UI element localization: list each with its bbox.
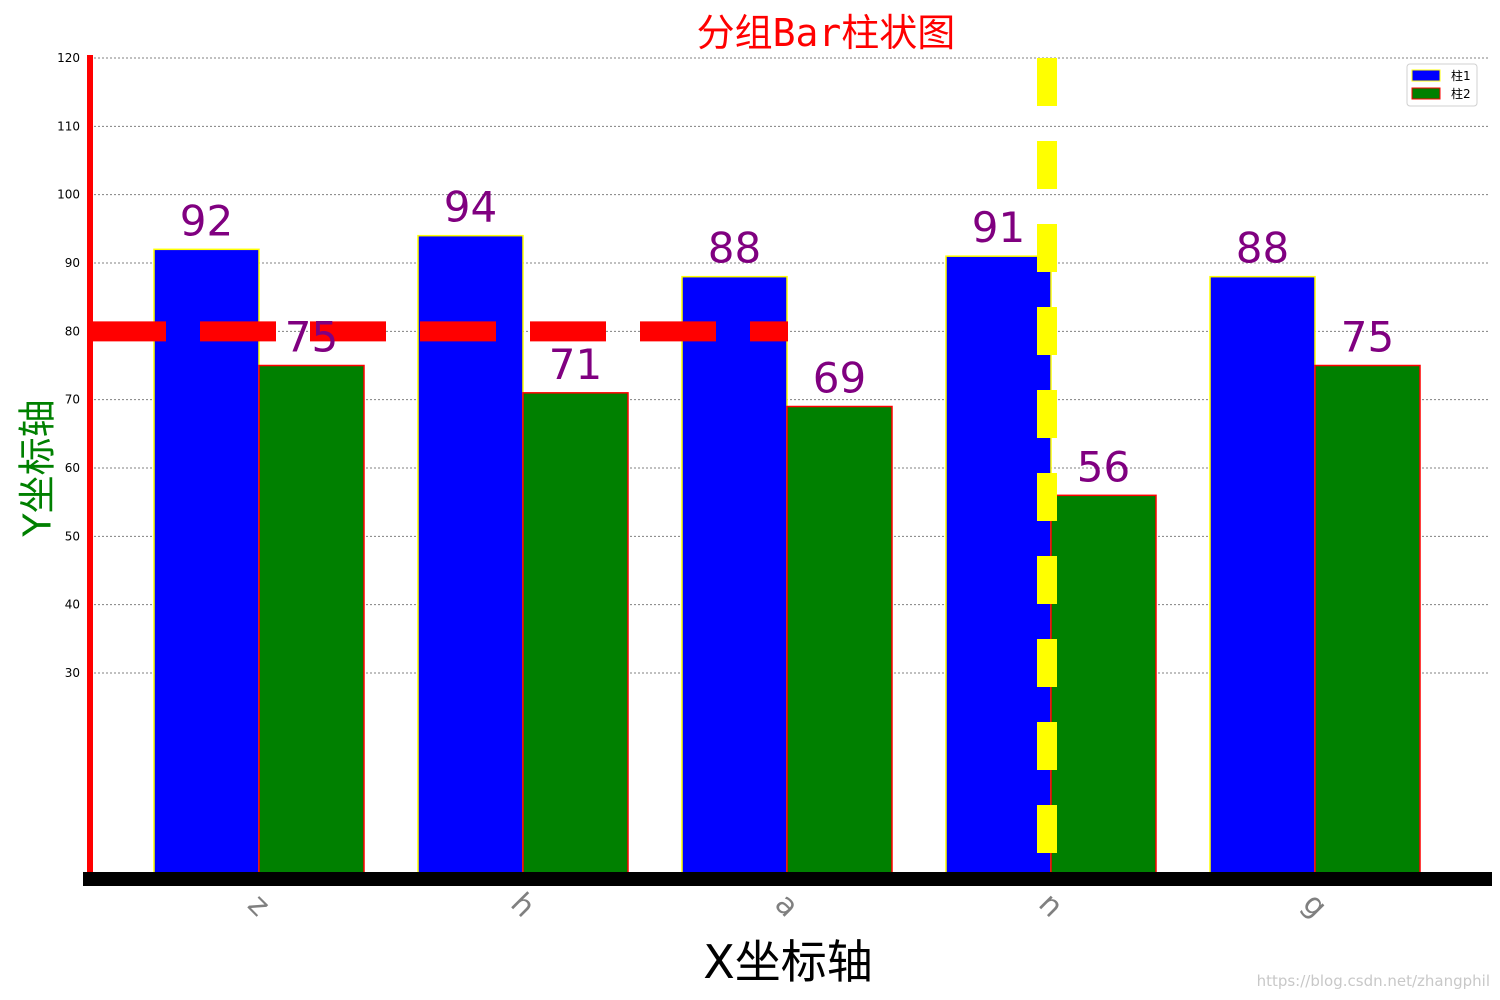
y-tick-label: 100	[57, 188, 80, 202]
data-label: 56	[1077, 442, 1130, 491]
x-tick-label: h	[504, 886, 542, 924]
y-tick-label: 80	[65, 324, 80, 338]
bar	[1314, 364, 1421, 879]
x-tick-label: z	[241, 887, 277, 923]
x-tick-label: n	[1032, 886, 1070, 924]
bar	[417, 234, 524, 879]
y-tick-label: 40	[65, 598, 80, 612]
y-tick-label: 90	[65, 256, 80, 270]
y-tick-label: 60	[65, 461, 80, 475]
data-label: 88	[1236, 224, 1289, 273]
legend-label: 柱1	[1451, 68, 1471, 83]
bar	[522, 392, 629, 879]
x-tick-label: a	[768, 886, 806, 924]
legend-swatch	[1411, 69, 1441, 82]
bar	[945, 255, 1052, 879]
data-label: 75	[285, 313, 338, 362]
bar	[786, 405, 893, 879]
data-label: 91	[972, 203, 1025, 252]
y-tick-label: 120	[57, 51, 80, 65]
data-label: 94	[444, 183, 497, 232]
data-label: 69	[813, 354, 866, 403]
watermark: https://blog.csdn.net/zhangphil	[1256, 972, 1490, 990]
data-label: 92	[180, 196, 233, 245]
y-tick-label: 30	[65, 666, 80, 680]
legend-swatch	[1411, 87, 1441, 100]
y-tick-label: 70	[65, 393, 80, 407]
bar	[1209, 275, 1316, 879]
y-tick-label: 110	[57, 119, 80, 133]
data-label: 88	[708, 224, 761, 273]
x-axis-label: X坐标轴	[703, 935, 873, 989]
data-label: 75	[1341, 313, 1394, 362]
y-tick-label: 50	[65, 529, 80, 543]
chart-title: 分组Bar柱状图	[696, 11, 956, 55]
bar	[1050, 494, 1157, 879]
bar	[258, 364, 365, 879]
x-tick-label: g	[1296, 886, 1334, 924]
data-label: 71	[549, 340, 602, 389]
bar	[153, 248, 260, 879]
legend-label: 柱2	[1451, 86, 1471, 101]
bar	[681, 275, 788, 879]
